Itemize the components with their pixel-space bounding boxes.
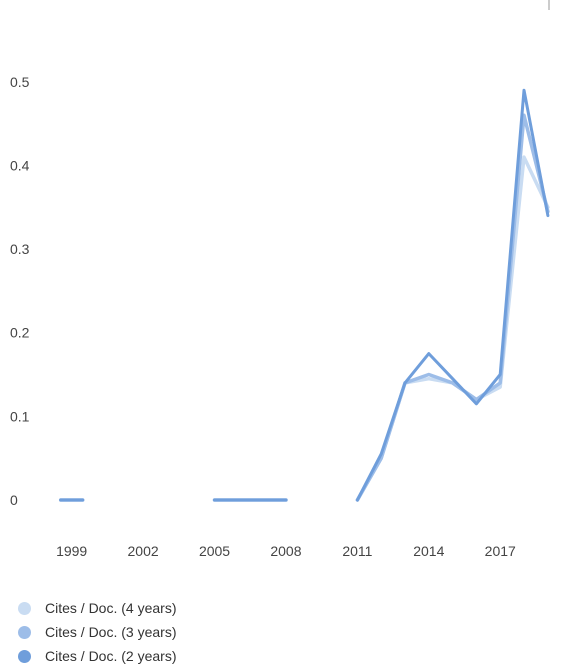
y-tick-label: 0.4 <box>10 157 30 173</box>
legend-item[interactable]: Cites / Doc. (3 years) <box>18 620 418 644</box>
legend: Cites / Doc. (4 years) Cites / Doc. (3 ye… <box>18 596 418 668</box>
x-tick-label: 2011 <box>342 543 372 559</box>
legend-swatch-icon <box>18 649 31 663</box>
top-right-mark <box>548 0 550 10</box>
y-tick-label: 0.1 <box>10 408 30 424</box>
x-tick-label: 2017 <box>485 543 516 559</box>
y-tick-label: 0.2 <box>10 325 30 341</box>
line-chart: 0 0.1 0.2 0.3 0.4 0.5 1999 2002 2005 2008 2011 201… <box>10 74 550 559</box>
x-tick-label: 2008 <box>270 543 301 559</box>
series-line-3 <box>355 88 550 502</box>
legend-item[interactable]: Cites / Doc. (4 years) <box>18 596 418 620</box>
legend-swatch-icon <box>18 601 31 615</box>
legend-label: Cites / Doc. (3 years) <box>45 624 177 640</box>
series-lines <box>58 88 550 502</box>
x-tick-label: 2014 <box>413 543 444 559</box>
chart-area: 0 0.1 0.2 0.3 0.4 0.5 1999 2002 2005 2008 2011 201… <box>10 74 550 559</box>
legend-label: Cites / Doc. (2 years) <box>45 648 177 664</box>
x-tick-label: 1999 <box>56 543 87 559</box>
y-tick-label: 0.5 <box>10 74 30 90</box>
y-tick-label: 0 <box>10 492 18 508</box>
y-axis-tick-labels: 0 0.1 0.2 0.3 0.4 0.5 <box>10 74 30 508</box>
legend-swatch-icon <box>18 625 31 639</box>
legend-item[interactable]: Cites / Doc. (2 years) <box>18 644 418 668</box>
legend-label: Cites / Doc. (4 years) <box>45 600 177 616</box>
x-tick-label: 2002 <box>128 543 159 559</box>
x-axis-tick-labels: 1999 2002 2005 2008 2011 2014 2017 <box>56 543 516 559</box>
x-tick-label: 2005 <box>199 543 230 559</box>
y-tick-label: 0.3 <box>10 241 30 257</box>
